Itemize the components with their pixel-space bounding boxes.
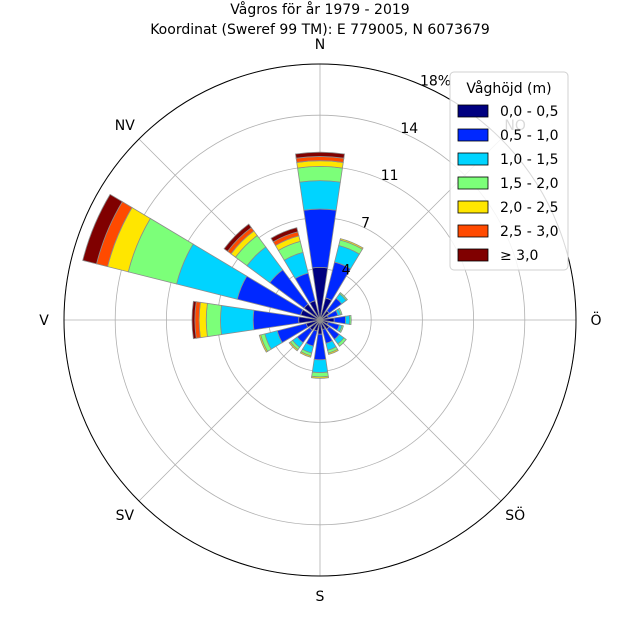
legend-label-6: ≥ 3,0 <box>500 248 538 264</box>
direction-label-7: NV <box>115 118 135 134</box>
grid-spoke-3 <box>319 319 502 502</box>
wedge-157.5-bin-4 <box>327 348 339 355</box>
direction-label-3: SÖ <box>505 506 525 524</box>
wedge-180-bin-1 <box>313 333 327 361</box>
wedge-0-bin-2 <box>299 180 341 211</box>
direction-label-0: N <box>315 37 325 53</box>
polar-frame <box>63 63 577 577</box>
wedge-22.5-bin-4 <box>339 238 364 250</box>
wedge-112.5-bin-3 <box>338 325 344 333</box>
legend-label-2: 1,0 - 1,5 <box>500 152 558 168</box>
wedge-0-bin-6 <box>295 151 345 159</box>
radial-tick-label-2: 11 <box>381 168 399 184</box>
wedge-247.5-bin-4 <box>258 334 269 353</box>
legend-swatch-0 <box>457 104 489 118</box>
direction-label-2: Ö <box>590 311 601 329</box>
wedge-90-bin-2 <box>344 315 351 325</box>
wedge-202.5-bin-4 <box>299 351 312 358</box>
wedge-292.5-bin-6 <box>82 193 123 265</box>
legend-label-5: 2,5 - 3,0 <box>500 224 558 240</box>
radial-tick-label-1: 7 <box>361 215 370 231</box>
legend-swatch-6 <box>457 248 489 262</box>
legend-label-4: 2,0 - 2,5 <box>500 200 558 216</box>
wedge-67.5-bin-3 <box>337 307 343 316</box>
legend-box <box>449 71 569 271</box>
wedge-0-bin-3 <box>297 166 343 183</box>
wedge-90-bin-3 <box>349 314 352 326</box>
wedge-270-bin-2 <box>220 305 255 335</box>
legend-label-1: 0,5 - 1,0 <box>500 128 558 144</box>
wedge-270-bin-6 <box>191 300 197 340</box>
wedge-180-bin-3 <box>311 371 329 378</box>
wedge-45-bin-3 <box>338 292 348 302</box>
legend-swatch-5 <box>457 224 489 238</box>
wedge-180-bin-4 <box>311 375 329 379</box>
legend-title: Våghöjd (m) <box>466 80 551 97</box>
chart-title: Vågros för år 1979 - 2019 <box>230 1 409 18</box>
direction-label-5: SV <box>116 508 135 524</box>
direction-label-6: V <box>39 313 49 329</box>
legend-swatch-2 <box>457 152 489 166</box>
wedge-225-bin-4 <box>288 341 299 352</box>
grid-spoke-5 <box>138 319 321 502</box>
legend: Våghöjd (m) 0,0 - 0,5 0,5 - 1,0 1,0 - 1,5 1,… <box>449 71 569 271</box>
wedge-337.5-bin-6 <box>270 227 299 243</box>
wedge-270-bin-4 <box>198 301 208 339</box>
radial-tick-label-3: 14 <box>400 121 418 137</box>
wedge-315-bin-6 <box>223 223 252 252</box>
wedge-90-bin-1 <box>333 315 346 325</box>
radial-tick-label-4: 18% <box>420 73 451 89</box>
direction-label-4: S <box>316 589 325 605</box>
chart-subtitle: Koordinat (Sweref 99 TM): E 779005, N 60… <box>150 22 490 38</box>
wedge-135-bin-3 <box>337 337 347 347</box>
wedge-180-bin-2 <box>311 358 329 374</box>
wedge-0-bin-1 <box>303 208 337 269</box>
legend-swatch-1 <box>457 128 489 142</box>
legend-label-0: 0,0 - 0,5 <box>500 104 558 120</box>
legend-label-3: 1,5 - 2,0 <box>500 176 558 192</box>
radial-tick-label-0: 4 <box>342 263 351 279</box>
wedge-270-bin-3 <box>205 302 222 338</box>
legend-swatch-3 <box>457 176 489 190</box>
legend-swatch-4 <box>457 200 489 214</box>
